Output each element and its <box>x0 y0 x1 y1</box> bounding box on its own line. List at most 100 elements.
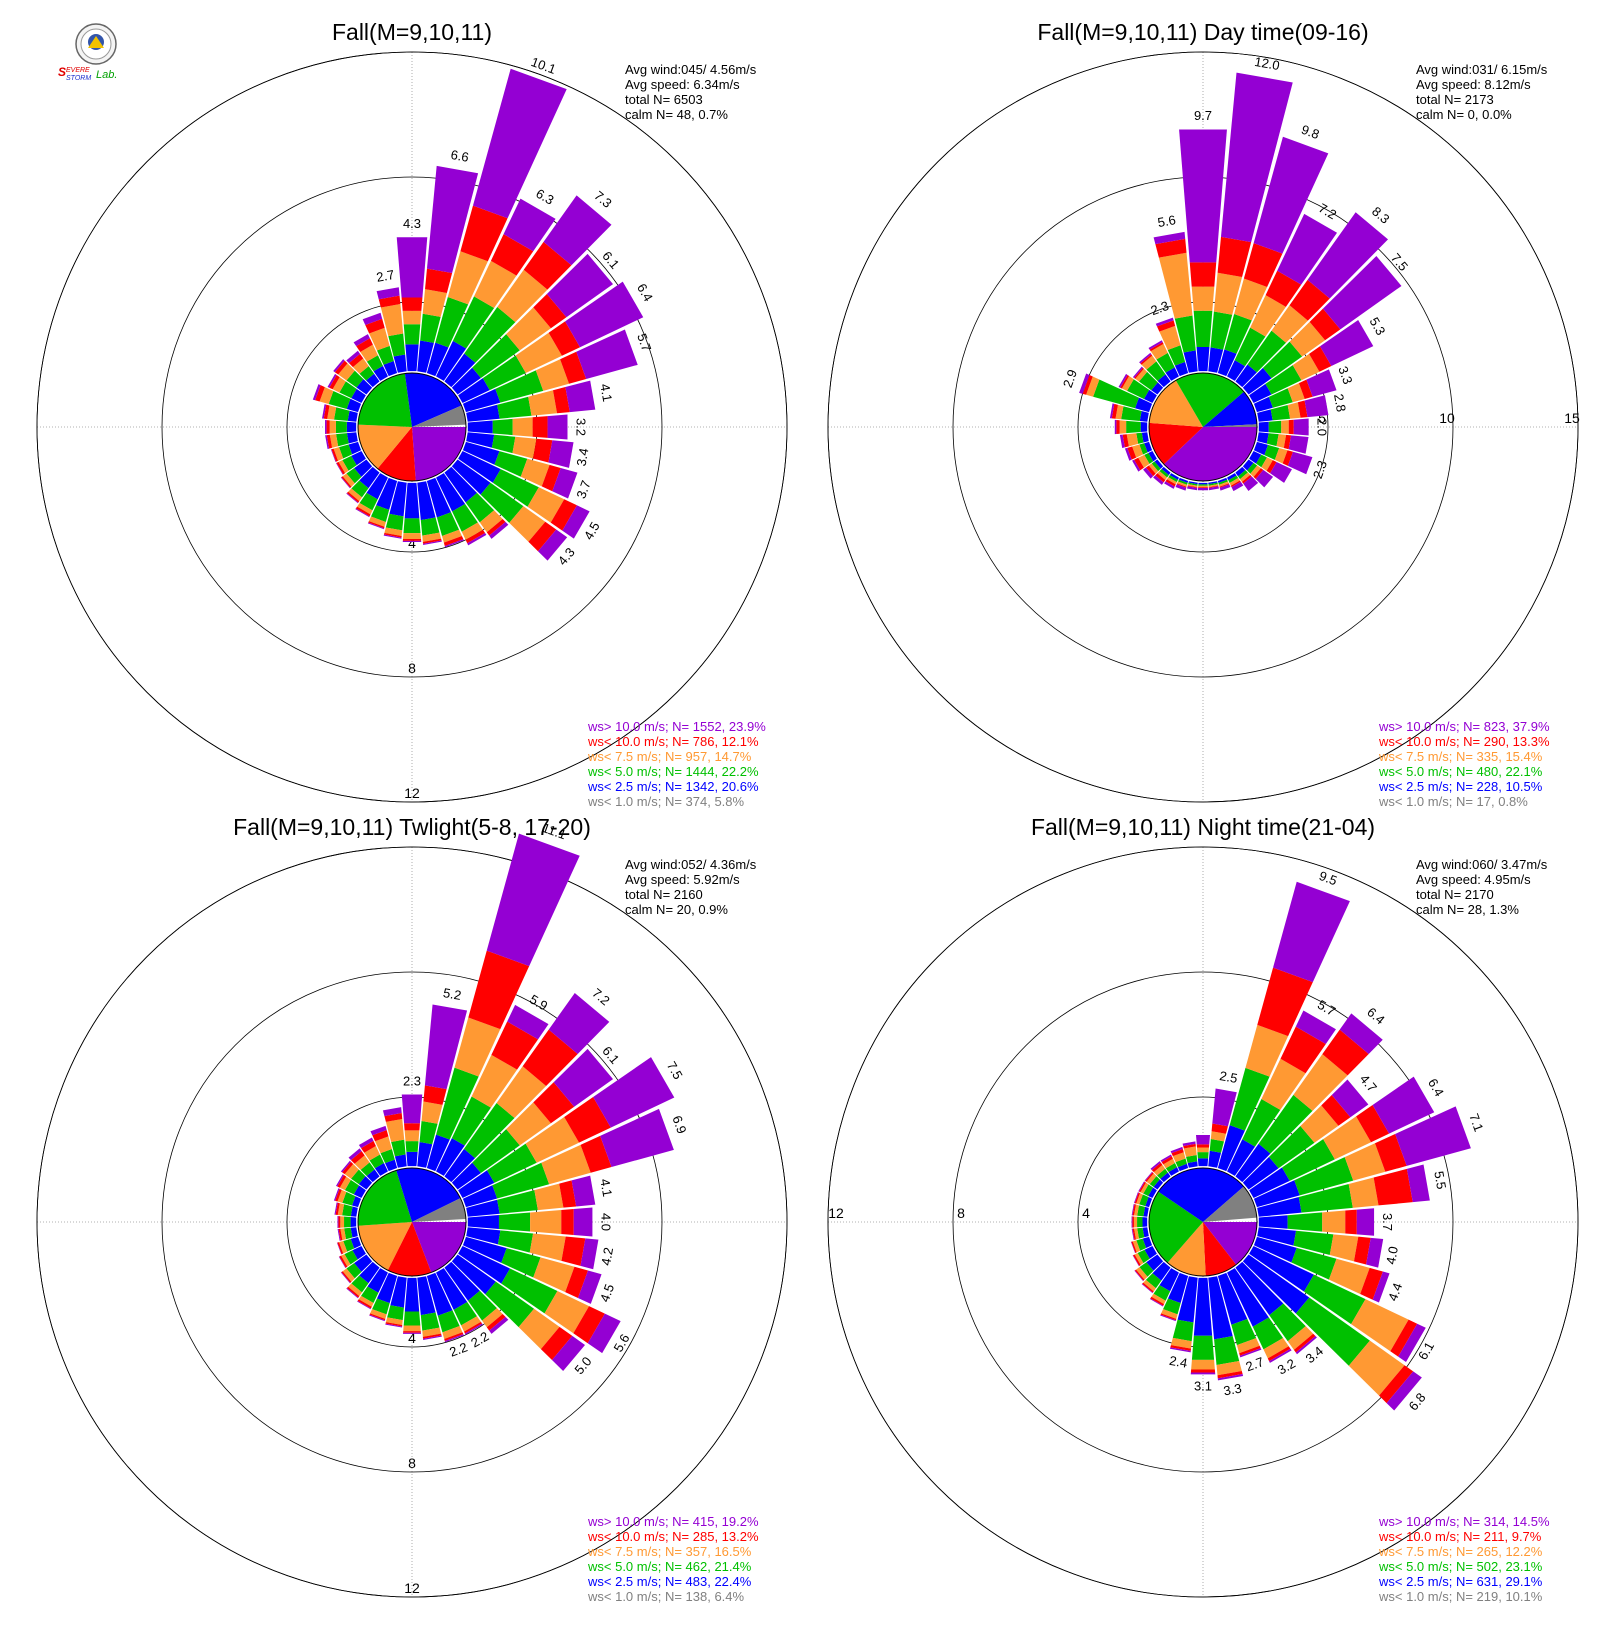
legend-entry: ws< 10.0 m/s; N= 290, 13.3% <box>1378 734 1550 749</box>
bar-segment <box>1230 480 1241 488</box>
bar-segment <box>1183 350 1198 373</box>
bar-segment <box>329 420 336 434</box>
bar-segment <box>1208 484 1219 488</box>
bar-segment <box>494 451 528 477</box>
bar-segment <box>312 384 321 401</box>
wind-rose-panel-3: Fall(M=9,10,11) Twlight(5-8, 17-20) 4 8 12 2… <box>36 814 788 1604</box>
bar-segment <box>544 1291 590 1334</box>
bar-segment <box>376 345 394 365</box>
bar-segment <box>1145 1172 1154 1182</box>
stats-line: calm N= 48, 0.7% <box>625 107 728 122</box>
bar-segment <box>1188 482 1198 486</box>
stats-line: calm N= 20, 0.9% <box>625 902 728 917</box>
bar-segment <box>451 367 481 395</box>
bar-segment <box>451 1254 496 1295</box>
bar-segment <box>506 307 551 351</box>
bar-segment <box>467 1290 497 1321</box>
bar-segment <box>535 359 570 391</box>
bar-segment <box>1188 481 1198 485</box>
bar-segment <box>565 281 644 348</box>
bar-segment <box>366 373 380 388</box>
bar-segment <box>1210 311 1233 350</box>
bar-segment <box>462 1236 507 1263</box>
ring-label: 4 <box>1082 1205 1090 1221</box>
bar-segment <box>369 327 390 351</box>
bar-segment <box>1132 1204 1136 1216</box>
bar-segment <box>338 1228 343 1241</box>
bar-segment <box>339 1176 351 1191</box>
bar-segment <box>351 1169 366 1185</box>
bar-segment <box>366 473 388 500</box>
bar-segment <box>322 404 327 419</box>
pie-outline <box>1148 372 1258 482</box>
bar-segment <box>325 435 330 449</box>
legend-entry: ws< 7.5 m/s; N= 265, 12.2% <box>1378 1544 1543 1559</box>
bar-segment <box>388 333 406 357</box>
bar-segment <box>327 405 337 420</box>
bar-segment <box>528 390 558 416</box>
pie-slice <box>357 424 412 469</box>
bar-segment <box>482 1308 503 1328</box>
bar-segment <box>1250 465 1261 477</box>
bar-segment <box>1295 1010 1336 1044</box>
wind-rose-panel-1: Fall(M=9,10,11) 4 8 12 4.3 6.6 10.1 6.3 7.3 6.1 6.… <box>36 19 788 809</box>
bar-segment <box>402 539 422 541</box>
bar-segment <box>1217 477 1228 483</box>
bar-segment <box>1266 460 1277 474</box>
bar-label: 3.1 <box>1194 1378 1212 1393</box>
bar-label: 3.3 <box>1335 364 1355 386</box>
bar-segment <box>1126 420 1141 434</box>
bar-segment <box>1239 1345 1261 1356</box>
bar-segment <box>348 488 362 502</box>
bar-segment <box>1287 1326 1314 1350</box>
bar-segment <box>1229 478 1240 486</box>
bar-segment <box>339 1240 348 1254</box>
bar-segment <box>319 387 334 405</box>
bar-segment <box>337 1242 344 1255</box>
bar-segment <box>344 1250 358 1265</box>
bar-segment <box>1398 1323 1426 1363</box>
bar-segment <box>454 1017 501 1077</box>
bar-segment <box>486 518 506 536</box>
bar-segment <box>1339 1013 1383 1054</box>
bar-segment <box>356 379 373 395</box>
bar-segment <box>1191 1335 1215 1360</box>
bar-segment <box>385 1118 405 1142</box>
bar-segment <box>1345 1209 1357 1235</box>
bar-segment <box>1134 367 1144 379</box>
bar-segment <box>1258 1215 1288 1229</box>
bar-segment <box>1141 355 1157 370</box>
bar-segment <box>466 432 495 448</box>
bar-segment <box>1217 1272 1248 1325</box>
bar-segment <box>335 1202 340 1215</box>
bar-segment <box>351 388 366 403</box>
ring-label: 12 <box>828 1205 844 1221</box>
bar-segment <box>532 416 548 438</box>
bar-segment <box>366 355 383 372</box>
stats-line: total N= 6503 <box>625 92 703 107</box>
bar-segment <box>1348 1177 1379 1208</box>
bar-segment <box>339 444 353 459</box>
bar-segment <box>464 306 516 363</box>
bar-segment <box>1217 349 1237 377</box>
bar-segment <box>1228 475 1239 484</box>
bar-segment <box>1198 484 1208 486</box>
bar-segment <box>1269 1125 1315 1169</box>
bar-segment <box>1234 327 1266 367</box>
legend-entry: ws< 2.5 m/s; N= 1342, 20.6% <box>587 779 759 794</box>
bar-segment <box>403 1331 421 1333</box>
bar-segment <box>338 1256 346 1268</box>
bar-segment <box>351 1196 362 1208</box>
bar-segment <box>1138 454 1150 468</box>
bar-label: 3.7 <box>1380 1213 1395 1231</box>
bar-segment <box>329 374 340 390</box>
bar-segment <box>1145 1273 1162 1289</box>
bar-segment <box>1136 432 1144 444</box>
bar-segment <box>1132 1228 1136 1240</box>
bar-segment <box>1134 1253 1144 1265</box>
bar-segment <box>404 1277 420 1312</box>
bar-label: 6.8 <box>1406 1390 1429 1413</box>
pie-slice <box>358 373 412 427</box>
bar-segment <box>1220 72 1293 243</box>
bar-segment <box>1235 1261 1284 1316</box>
